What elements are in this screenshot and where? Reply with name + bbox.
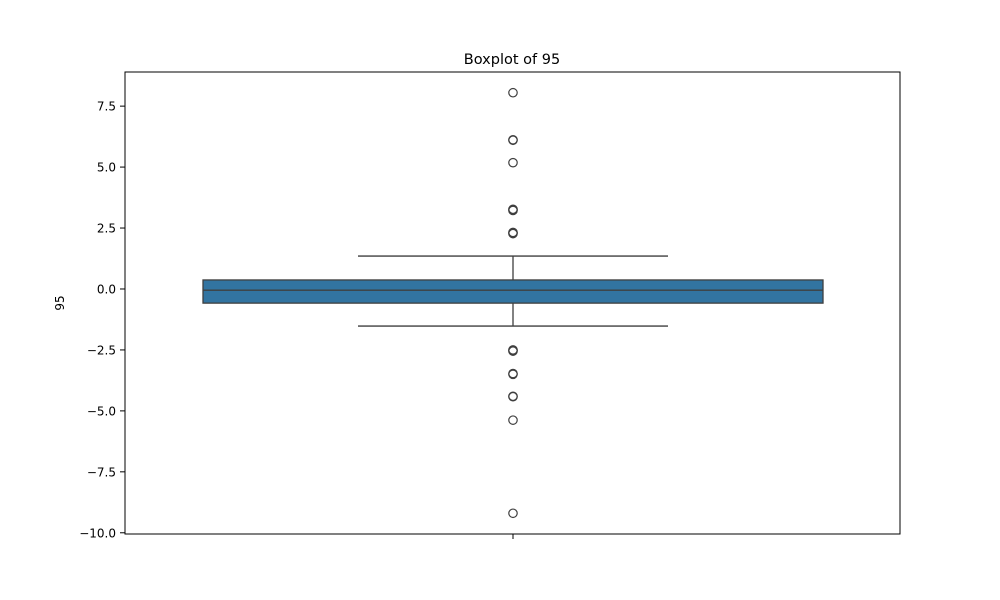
outlier-point (508, 134, 518, 145)
outlier-point (508, 369, 518, 380)
y-axis: −10.0 −7.5 −5.0 −2.5 0.0 2.5 5.0 7.5 (79, 100, 125, 540)
y-tick-label: −5.0 (87, 404, 116, 418)
y-axis-label: 95 (53, 295, 67, 310)
outlier-point (508, 346, 518, 356)
y-tick-label: 2.5 (97, 222, 116, 236)
outlier-point (508, 391, 518, 402)
outlier-point (508, 157, 518, 168)
y-tick-label: −10.0 (79, 526, 116, 540)
outlier-point (508, 227, 518, 238)
outlier-point (508, 87, 518, 98)
outlier-point (508, 508, 518, 519)
y-tick-label: 0.0 (97, 282, 116, 296)
plot-area (202, 87, 824, 519)
chart-title: Boxplot of 95 (464, 52, 560, 68)
y-tick-label: −2.5 (87, 343, 116, 357)
y-tick-label: 7.5 (97, 100, 116, 114)
interquartile-box (202, 279, 824, 304)
outlier-point (508, 415, 518, 425)
outlier-point (508, 204, 518, 215)
y-tick-label: −7.5 (87, 465, 116, 479)
y-tick-label: 5.0 (97, 161, 116, 175)
